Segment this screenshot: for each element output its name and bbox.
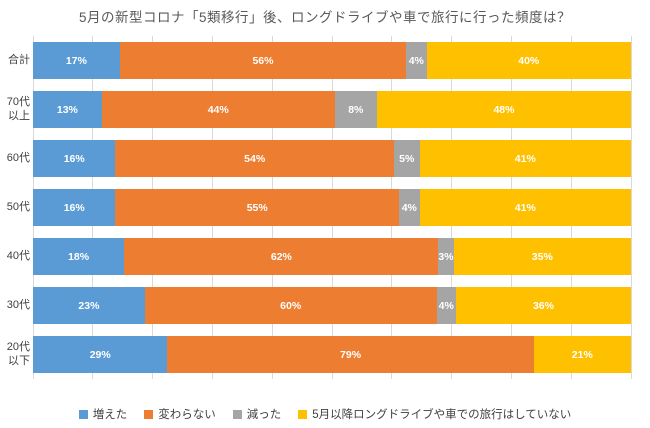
category-label: 70代 以上 [6,96,30,122]
bar-segment: 41% [419,140,631,177]
data-label: 79% [340,348,362,361]
bar-segment: 18% [33,238,125,275]
data-label: 55% [246,201,268,214]
bar-segment: 60% [144,287,437,324]
bar-segment: 4% [436,287,456,324]
data-label: 56% [252,54,274,67]
data-label: 16% [63,201,85,214]
legend-swatch-icon [298,409,308,419]
data-label: 44% [207,103,229,116]
gridline [630,36,632,379]
chart-title: 5月の新型コロナ「5類移行」後、ロングドライブや車で旅行に行った頻度は？ [78,10,571,25]
category-label: 20代 以下 [6,341,30,367]
legend-label: 減った [246,409,282,421]
legend-label: 増えた [92,409,128,421]
bar-segment: 79% [167,336,534,373]
bar-segment: 54% [115,140,394,177]
bar-segment: 8% [334,91,377,128]
stacked-bar: 23% 60% 4% 36% [33,287,631,324]
stacked-bar: 17% 56% 4% 40% [33,42,631,79]
bar-segment: 3% [438,238,454,275]
category-label: 30代 [6,298,30,311]
data-label: 29% [89,348,111,361]
data-label: 41% [514,201,536,214]
bar-segment: 23% [33,287,145,324]
bar-segment: 40% [426,42,631,79]
bar-segment: 41% [419,189,631,226]
category-label: 50代 [6,200,30,213]
data-label: 17% [65,54,87,67]
bar-segment: 62% [124,238,439,275]
bar-row: 60代 16% 54% 5% 41% [0,134,650,183]
bar-segment: 44% [101,91,335,128]
data-label: 36% [532,299,554,312]
bar-segment: 13% [33,91,102,128]
stacked-bar: 16% 54% 5% 41% [33,140,631,177]
data-label: 4% [408,54,424,67]
category-label: 合計 [8,53,30,66]
legend-swatch-icon [232,409,242,419]
bar-rows: 合計 17% 56% 4% 40% 70代 以上 13% 44% 8% 48% 60代 16% 54% 5… [0,36,650,379]
data-label: 41% [514,152,536,165]
stacked-bar: 29% 79% 21% [33,336,631,373]
bar-segment: 21% [533,336,631,373]
bar-row: 70代 以上 13% 44% 8% 48% [0,85,650,134]
legend: 増えた 変わらない 減った 5月以降ロングドライブや車での旅行はしていない [0,406,650,422]
legend-item: 減った [232,406,282,422]
data-label: 60% [280,299,302,312]
data-label: 40% [518,54,540,67]
data-label: 18% [68,250,90,263]
stacked-bar: 16% 55% 4% 41% [33,189,631,226]
legend-label: 変わらない [158,409,216,421]
bar-segment: 4% [406,42,427,79]
data-label: 16% [63,152,85,165]
data-label: 21% [571,348,593,361]
data-label: 3% [438,250,454,263]
bar-segment: 48% [376,91,631,128]
bar-segment: 5% [393,140,420,177]
data-label: 23% [78,299,100,312]
category-label: 40代 [6,249,30,262]
data-label: 8% [348,103,364,116]
legend-item: 5月以降ロングドライブや車での旅行はしていない [298,406,571,422]
bar-segment: 16% [33,189,116,226]
bar-segment: 16% [33,140,116,177]
bar-row: 20代 以下 29% 79% 21% [0,330,650,379]
plot-area: 合計 17% 56% 4% 40% 70代 以上 13% 44% 8% 48% 60代 16% 54% 5… [0,36,650,395]
bar-segment: 56% [119,42,407,79]
data-label: 54% [244,152,266,165]
legend-swatch-icon [78,409,88,419]
data-label: 62% [270,250,292,263]
bar-segment: 17% [33,42,120,79]
legend-label: 5月以降ロングドライブや車での旅行はしていない [312,409,572,421]
bar-row: 30代 23% 60% 4% 36% [0,281,650,330]
bar-segment: 29% [33,336,168,373]
bar-segment: 4% [399,189,420,226]
data-label: 4% [438,299,454,312]
stacked-bar: 13% 44% 8% 48% [33,91,631,128]
data-label: 5% [399,152,415,165]
bar-row: 50代 16% 55% 4% 41% [0,183,650,232]
data-label: 13% [56,103,78,116]
data-label: 35% [531,250,553,263]
legend-item: 増えた [78,406,128,422]
legend-item: 変わらない [144,406,216,422]
bar-segment: 55% [115,189,399,226]
legend-swatch-icon [144,409,154,419]
data-label: 4% [401,201,417,214]
bar-row: 40代 18% 62% 3% 35% [0,232,650,281]
bar-segment: 36% [455,287,631,324]
data-label: 48% [493,103,515,116]
stacked-bar: 18% 62% 3% 35% [33,238,631,275]
category-label: 60代 [6,151,30,164]
bar-segment: 35% [453,238,631,275]
bar-row: 合計 17% 56% 4% 40% [0,36,650,85]
